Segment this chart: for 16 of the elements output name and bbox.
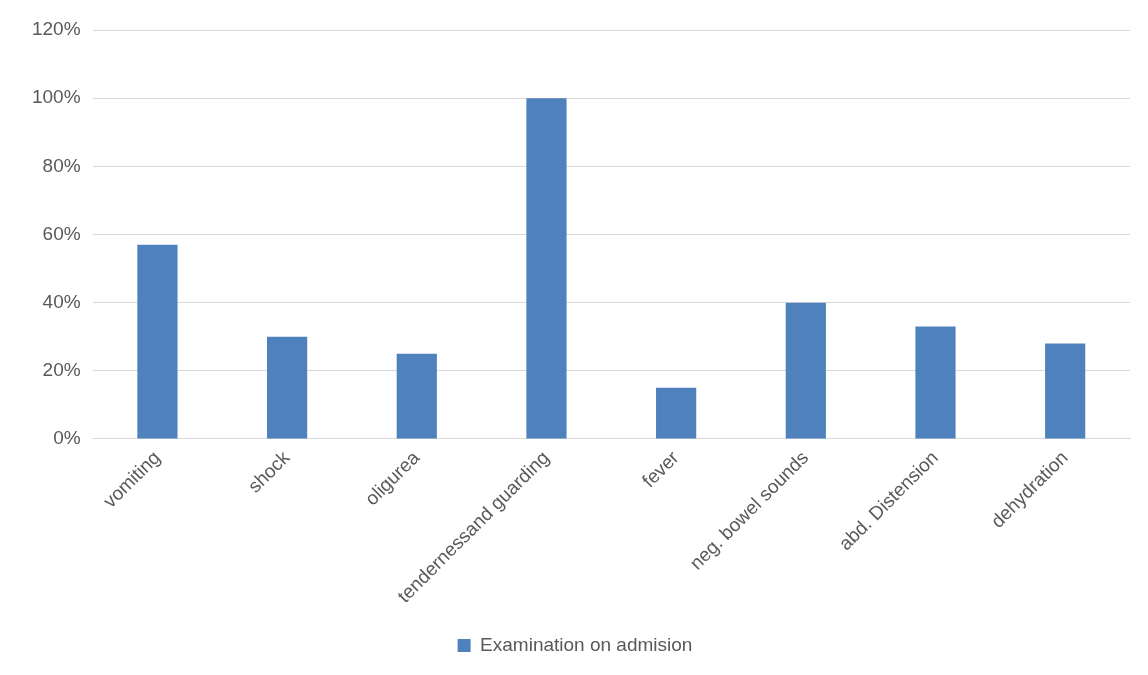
bar bbox=[785, 302, 826, 439]
legend-label: Examination on admision bbox=[480, 633, 693, 655]
bar bbox=[267, 336, 308, 439]
bar bbox=[396, 353, 437, 439]
y-tick-label: 100% bbox=[31, 86, 81, 108]
y-tick-label: 80% bbox=[42, 154, 81, 176]
y-tick-label: 120% bbox=[31, 18, 81, 40]
y-tick-label: 40% bbox=[42, 290, 81, 312]
y-tick-label: 0% bbox=[53, 427, 81, 449]
bar bbox=[656, 387, 697, 439]
bar bbox=[1045, 343, 1086, 439]
bar bbox=[137, 244, 178, 439]
bar bbox=[915, 326, 956, 439]
bar bbox=[526, 98, 567, 439]
y-tick-label: 60% bbox=[42, 222, 81, 244]
y-tick-label: 20% bbox=[42, 359, 81, 381]
